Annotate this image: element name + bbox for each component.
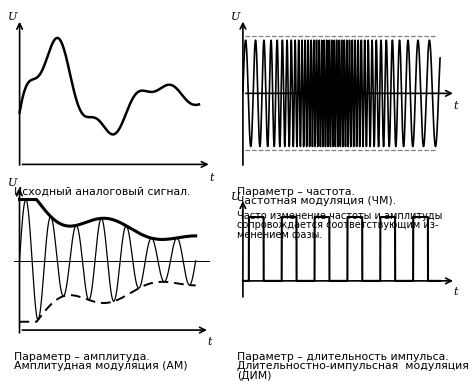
Text: менением фазы.: менением фазы. (237, 230, 322, 240)
Text: U: U (230, 192, 240, 202)
Text: t: t (454, 287, 458, 297)
Text: Длительностно-импульсная  модуляция: Длительностно-импульсная модуляция (237, 361, 469, 371)
Text: Параметр – длительность импульса.: Параметр – длительность импульса. (237, 352, 448, 362)
Text: Исходный аналоговый сигнал.: Исходный аналоговый сигнал. (14, 187, 191, 197)
Text: t: t (454, 101, 458, 111)
Text: Параметр – частота.: Параметр – частота. (237, 187, 355, 197)
Text: сопровождается соответствующим из-: сопровождается соответствующим из- (237, 220, 438, 230)
Text: U: U (8, 12, 17, 22)
Text: U: U (8, 179, 17, 188)
Text: Параметр – амплитуда.: Параметр – амплитуда. (14, 352, 150, 362)
Text: U: U (230, 12, 240, 22)
Text: Частотная модуляция (ЧМ).: Частотная модуляция (ЧМ). (237, 196, 396, 206)
Text: (ДИМ): (ДИМ) (237, 371, 272, 381)
Text: Часто изменение частоты и амплитуды: Часто изменение частоты и амплитуды (237, 211, 442, 221)
Text: Амплитудная модуляция (АМ): Амплитудная модуляция (АМ) (14, 361, 188, 371)
Text: t: t (208, 337, 212, 347)
Text: t: t (209, 173, 214, 183)
